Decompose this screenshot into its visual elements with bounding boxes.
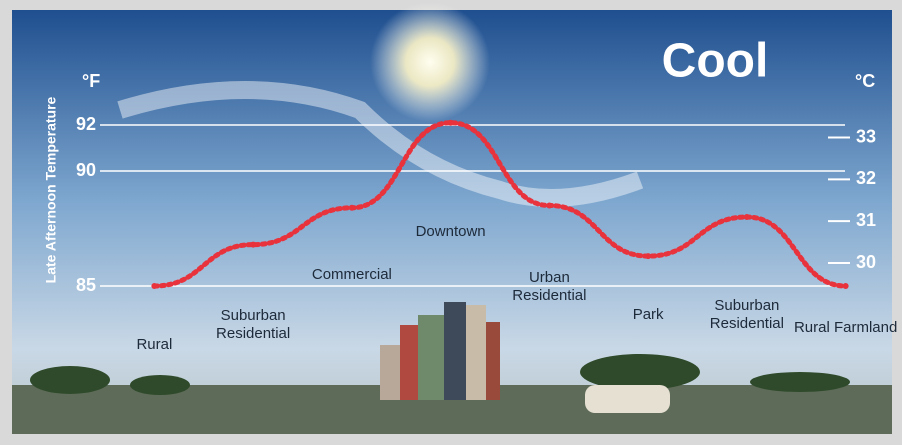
temperature-point bbox=[151, 283, 157, 289]
category-label: Downtown bbox=[396, 223, 506, 241]
y-axis-label: Late Afternoon Temperature bbox=[43, 96, 59, 283]
category-label: Rural bbox=[99, 336, 209, 354]
temperature-point bbox=[250, 242, 256, 248]
y-tick-label: 92 bbox=[76, 114, 96, 134]
category-label: Commercial bbox=[297, 266, 407, 284]
y-tick-label: 90 bbox=[76, 160, 96, 180]
temperature-point bbox=[744, 214, 750, 220]
y-unit: °F bbox=[82, 71, 100, 91]
y2-tick-label: 32 bbox=[856, 168, 876, 188]
temperature-point bbox=[349, 205, 355, 211]
category-label: Urban Residential bbox=[494, 269, 604, 305]
y2-tick-label: 30 bbox=[856, 252, 876, 272]
y-tick-label: 85 bbox=[76, 275, 96, 295]
category-label: Suburban Residential bbox=[198, 307, 308, 343]
temperature-point bbox=[645, 253, 651, 259]
car bbox=[585, 385, 670, 413]
temperature-point bbox=[843, 283, 849, 289]
category-label: Suburban Residential bbox=[692, 297, 802, 333]
chart: Cool Late Afternoon Temperature °F °C 85… bbox=[0, 0, 902, 440]
chart-title: Cool bbox=[662, 35, 769, 88]
y2-unit: °C bbox=[855, 71, 875, 91]
category-label: Rural Farmland bbox=[791, 319, 901, 337]
page: Cool Late Afternoon Temperature °F °C 85… bbox=[0, 0, 902, 440]
y2-tick-label: 33 bbox=[856, 126, 876, 146]
y2-tick-label: 31 bbox=[856, 210, 876, 230]
temperature-point bbox=[448, 120, 454, 126]
temperature-point bbox=[546, 203, 552, 209]
sun bbox=[370, 2, 490, 122]
category-label: Park bbox=[593, 306, 703, 324]
